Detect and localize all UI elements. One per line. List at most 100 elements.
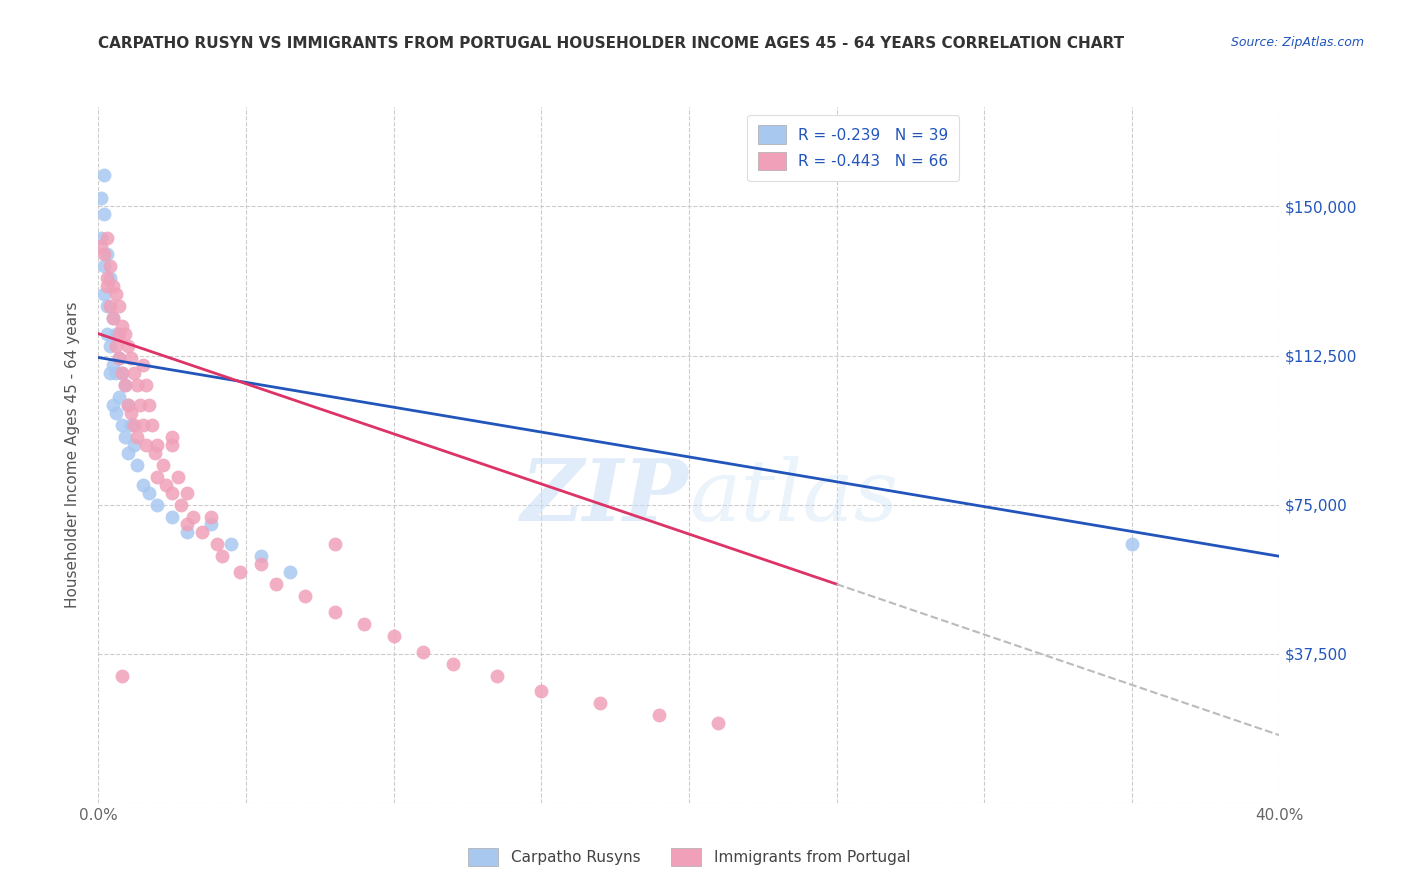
Point: [96, 279, 118, 293]
Point: [105, 367, 128, 381]
Point: [98, 338, 121, 352]
Text: CARPATHO RUSYN VS IMMIGRANTS FROM PORTUGAL HOUSEHOLDER INCOME AGES 45 - 64 YEARS: CARPATHO RUSYN VS IMMIGRANTS FROM PORTUG…: [98, 36, 1125, 51]
Point: [648, 708, 671, 723]
Point: [162, 509, 183, 524]
Point: [90, 239, 112, 253]
Point: [125, 378, 148, 392]
Point: [135, 438, 157, 452]
Point: [138, 485, 160, 500]
Point: [90, 231, 112, 245]
Point: [264, 577, 287, 591]
Point: [162, 430, 183, 444]
Point: [176, 517, 198, 532]
Point: [294, 589, 316, 603]
Point: [98, 259, 121, 273]
Legend: Carpatho Rusyns, Immigrants from Portugal: Carpatho Rusyns, Immigrants from Portuga…: [456, 836, 922, 879]
Point: [141, 418, 163, 433]
Point: [132, 418, 155, 433]
Point: [93, 247, 115, 261]
Point: [200, 509, 222, 524]
Point: [162, 438, 183, 452]
Point: [250, 558, 273, 572]
Point: [353, 616, 375, 631]
Text: atlas: atlas: [689, 455, 898, 538]
Point: [117, 398, 139, 412]
Point: [93, 207, 115, 221]
Point: [278, 565, 302, 579]
Point: [105, 338, 128, 352]
Point: [114, 326, 136, 341]
Text: ZIP: ZIP: [522, 455, 689, 539]
Point: [181, 509, 204, 524]
Point: [132, 359, 155, 373]
Point: [412, 645, 434, 659]
Point: [486, 668, 509, 682]
Point: [167, 470, 190, 484]
Point: [90, 192, 112, 206]
Point: [120, 406, 142, 420]
Point: [143, 446, 166, 460]
Point: [96, 326, 118, 341]
Point: [93, 168, 115, 182]
Point: [98, 367, 121, 381]
Point: [176, 525, 198, 540]
Point: [114, 378, 136, 392]
Point: [229, 565, 252, 579]
Point: [441, 657, 464, 671]
Point: [111, 318, 134, 333]
Point: [98, 299, 121, 313]
Point: [103, 310, 125, 325]
Point: [530, 684, 553, 698]
Point: [114, 378, 136, 392]
Point: [170, 498, 193, 512]
Point: [146, 470, 169, 484]
Point: [93, 259, 115, 273]
Point: [108, 299, 131, 313]
Point: [96, 247, 118, 261]
Point: [323, 537, 346, 551]
Point: [1121, 537, 1143, 551]
Point: [125, 430, 148, 444]
Point: [155, 477, 177, 491]
Point: [117, 446, 139, 460]
Point: [219, 537, 242, 551]
Point: [96, 299, 118, 313]
Point: [250, 549, 273, 564]
Point: [135, 378, 157, 392]
Text: Source: ZipAtlas.com: Source: ZipAtlas.com: [1230, 36, 1364, 49]
Point: [200, 517, 222, 532]
Point: [122, 418, 145, 433]
Point: [111, 668, 134, 682]
Point: [108, 351, 131, 365]
Point: [108, 351, 131, 365]
Point: [96, 231, 118, 245]
Point: [117, 338, 139, 352]
Point: [138, 398, 160, 412]
Point: [120, 351, 142, 365]
Point: [98, 271, 121, 285]
Point: [162, 485, 183, 500]
Point: [176, 485, 198, 500]
Point: [205, 537, 228, 551]
Point: [93, 286, 115, 301]
Point: [108, 390, 131, 404]
Point: [103, 310, 125, 325]
Point: [105, 326, 128, 341]
Point: [120, 418, 142, 433]
Point: [191, 525, 214, 540]
Point: [122, 367, 145, 381]
Point: [128, 398, 150, 412]
Point: [122, 438, 145, 452]
Point: [111, 418, 134, 433]
Point: [111, 367, 134, 381]
Point: [132, 477, 155, 491]
Point: [114, 430, 136, 444]
Point: [152, 458, 174, 472]
Point: [108, 326, 131, 341]
Y-axis label: Householder Income Ages 45 - 64 years: Householder Income Ages 45 - 64 years: [65, 301, 80, 608]
Point: [96, 271, 118, 285]
Point: [103, 359, 125, 373]
Point: [382, 629, 405, 643]
Point: [146, 438, 169, 452]
Point: [125, 458, 148, 472]
